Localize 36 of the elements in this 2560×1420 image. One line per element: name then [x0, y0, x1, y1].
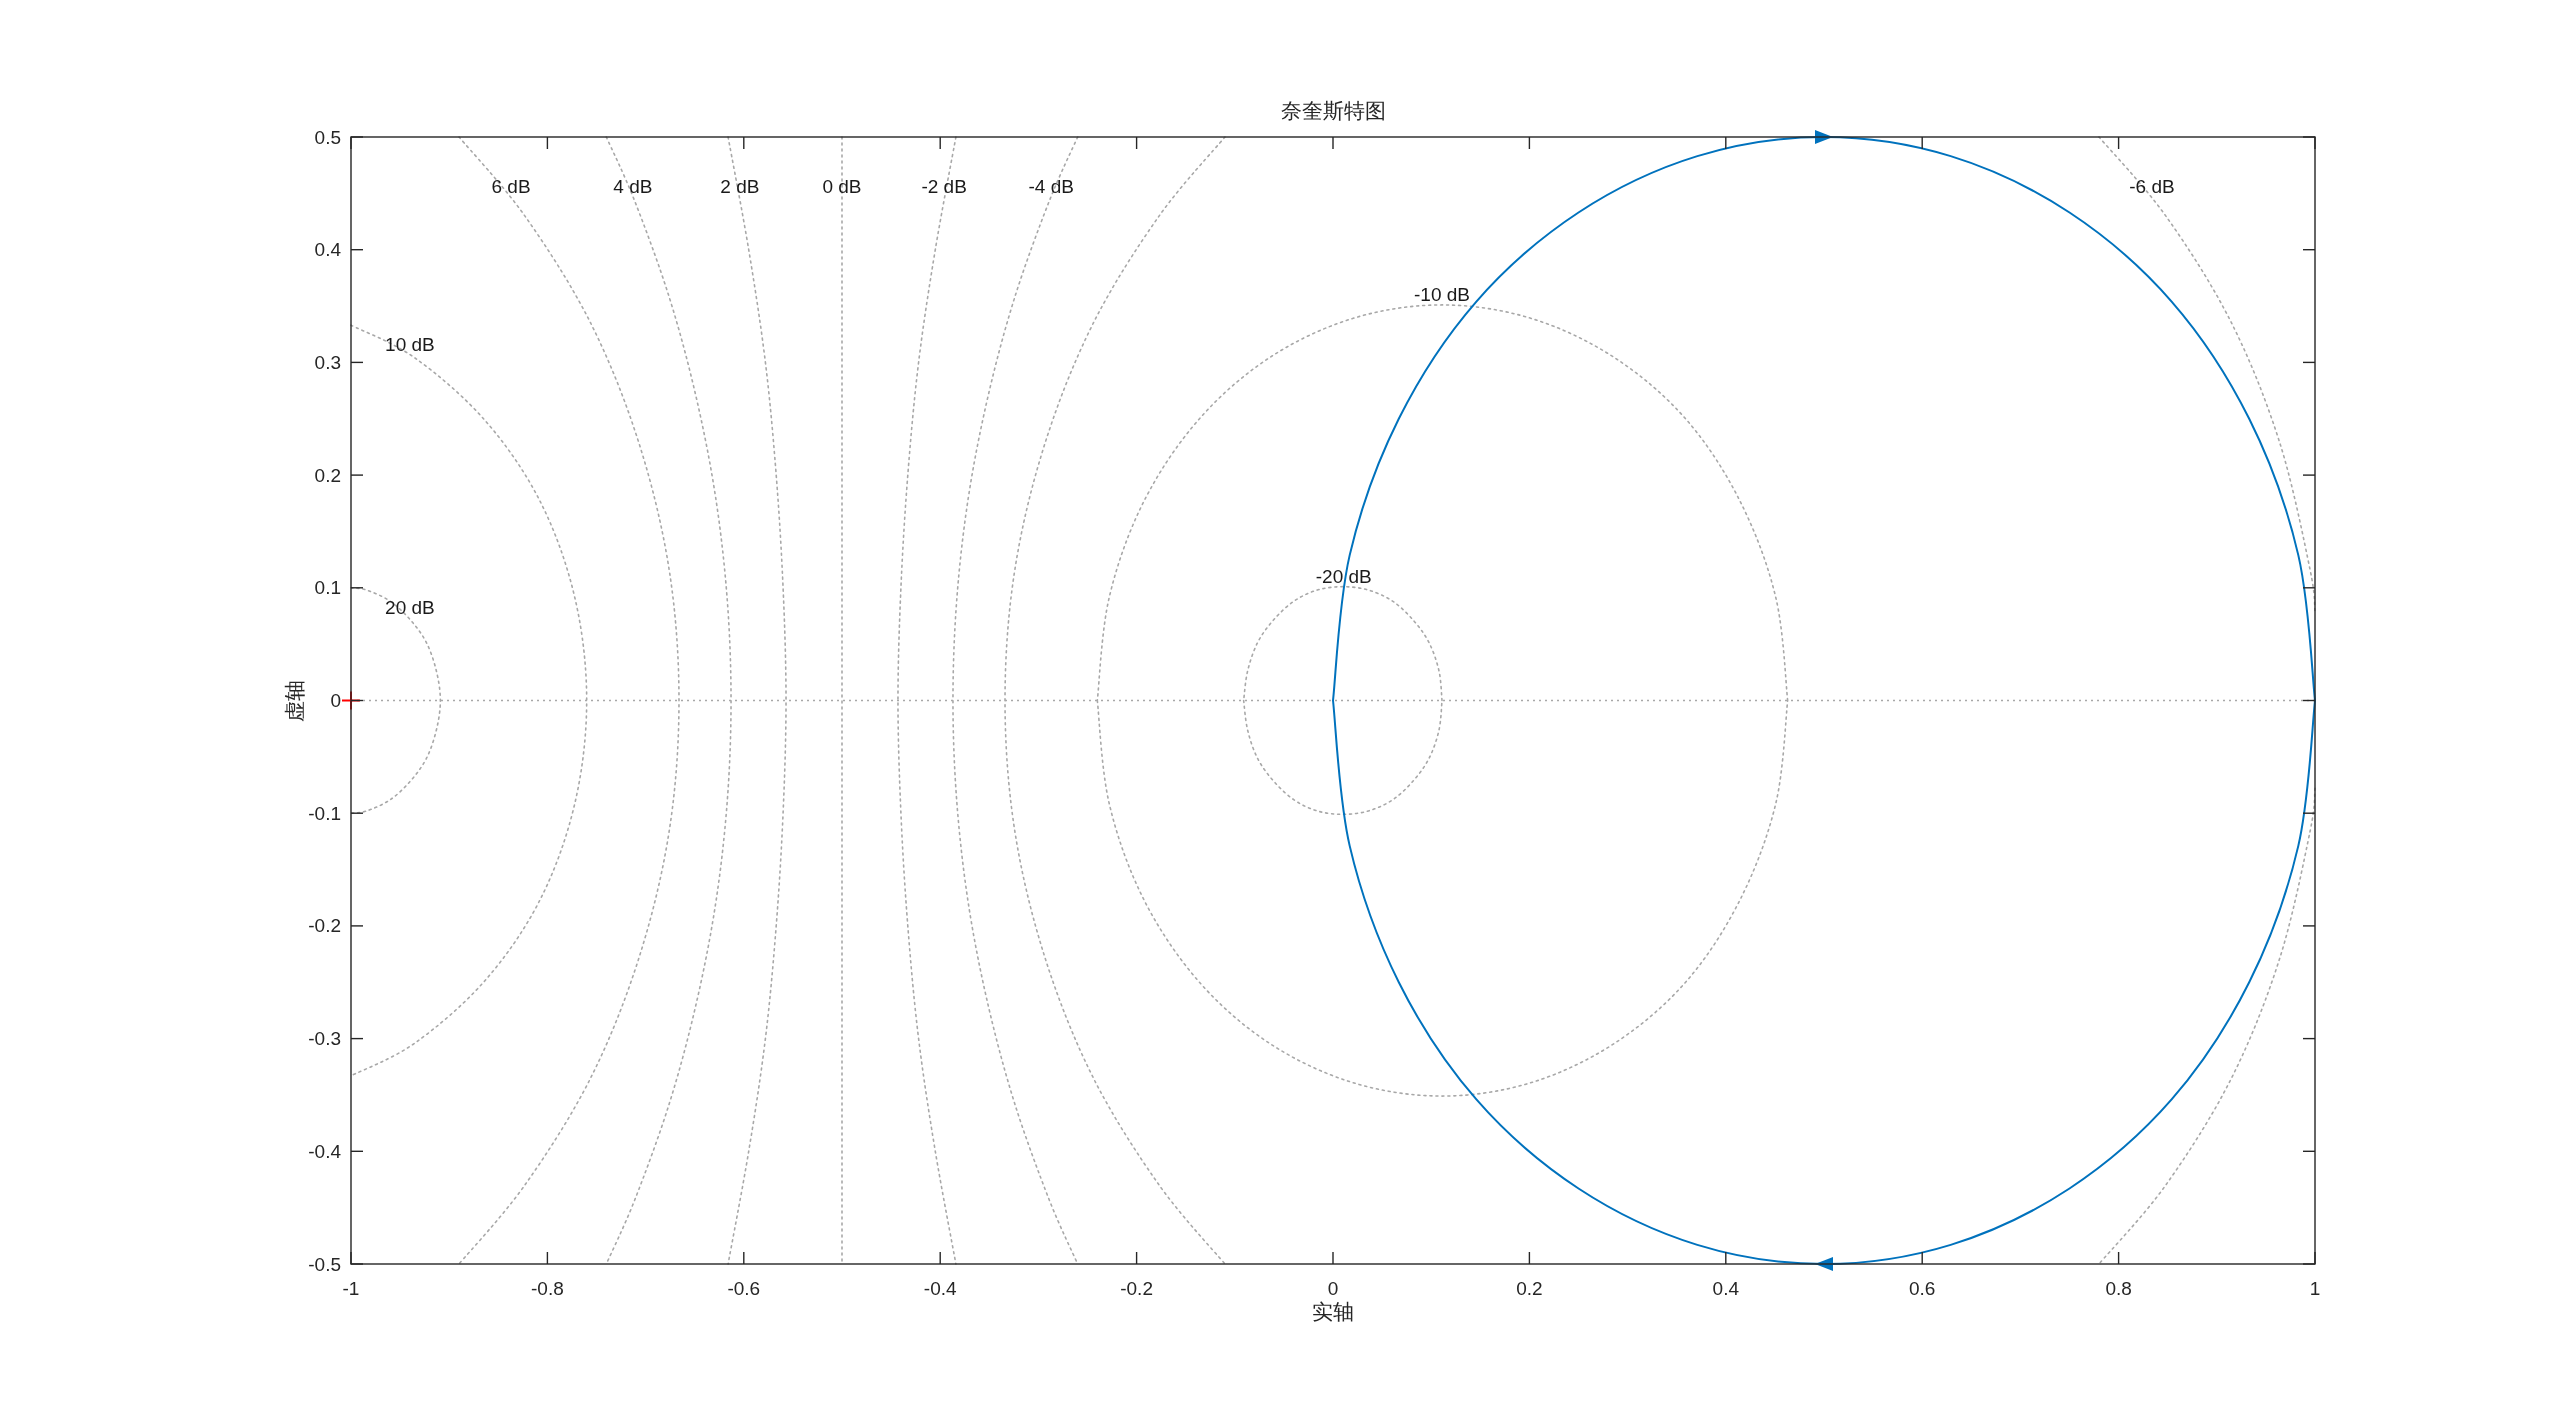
annotation: 2 dB [720, 175, 760, 197]
x-tick-label: -0.2 [1120, 1277, 1153, 1299]
chart-title: 奈奎斯特图 [1280, 98, 1386, 122]
x-tick-label: 0.4 [1712, 1277, 1740, 1299]
x-tick-label: -1 [342, 1277, 360, 1299]
x-tick-label: -0.4 [923, 1277, 957, 1299]
x-tick-label: -0.6 [727, 1277, 761, 1299]
annotation: -20 dB [1315, 565, 1372, 587]
y-tick-label: 0 [330, 690, 341, 711]
annotation: 4 dB [613, 175, 653, 197]
y-tick-label: -0.1 [308, 802, 341, 824]
y-tick-label: -0.5 [308, 1253, 341, 1275]
y-tick-label: -0.4 [308, 1140, 342, 1162]
x-tick-label: -0.8 [531, 1277, 564, 1299]
annotation: -10 dB [1414, 283, 1470, 305]
annotation: -2 dB [921, 175, 967, 197]
x-tick-label: 0 [1327, 1277, 1339, 1299]
y-tick-label: -0.3 [308, 1028, 341, 1050]
x-tick-label: 1 [2309, 1277, 2321, 1299]
annotation: 10 dB [385, 333, 435, 355]
x-tick-label: 0.2 [1516, 1277, 1543, 1299]
annotation: -4 dB [1028, 175, 1074, 197]
y-tick-label: -0.2 [308, 915, 341, 937]
y-tick-label: 0.3 [314, 351, 341, 373]
x-tick-label: 0.8 [2105, 1277, 2132, 1299]
y-tick-label: 0.4 [314, 239, 342, 261]
y-axis-title: 虚轴 [282, 679, 306, 722]
annotation: 6 dB [491, 175, 531, 197]
annotation: 0 dB [822, 175, 862, 197]
annotation: 20 dB [385, 597, 435, 619]
y-tick-label: 0.2 [314, 464, 341, 486]
y-tick-label: 0.5 [314, 126, 341, 148]
y-tick-label: 0.1 [314, 577, 341, 599]
x-tick-label: 0.6 [1908, 1277, 1936, 1299]
annotation: -6 dB [2129, 175, 2175, 197]
x-axis-title: 实轴 [1312, 1299, 1354, 1323]
